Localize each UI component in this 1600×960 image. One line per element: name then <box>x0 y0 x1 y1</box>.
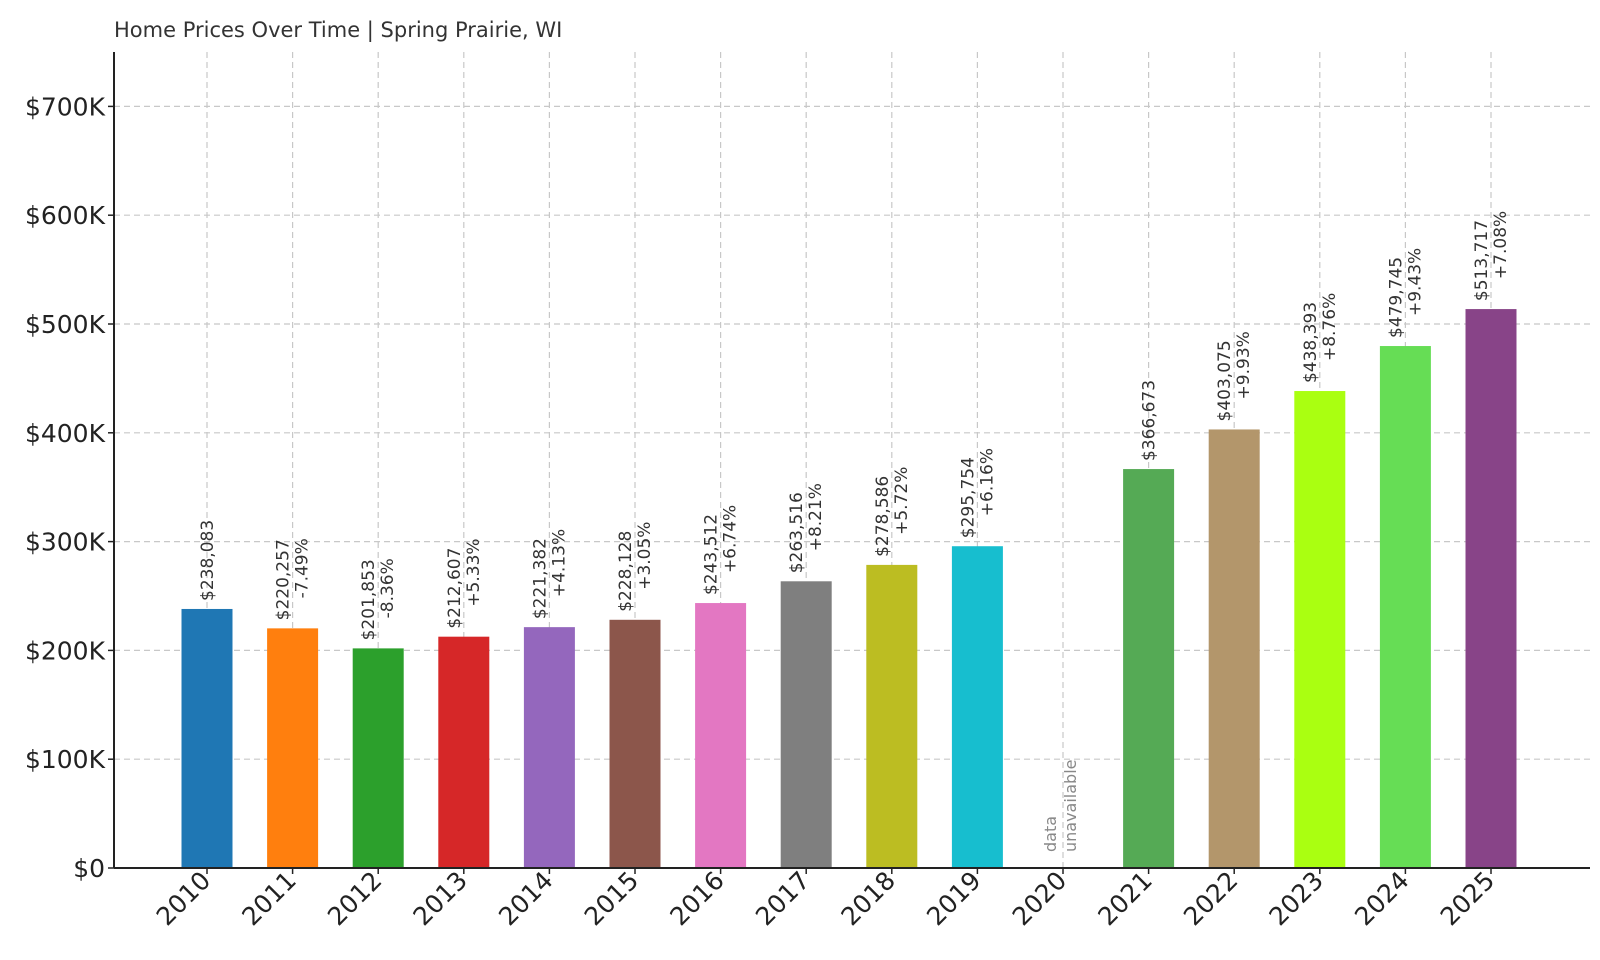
bar-2021 <box>1123 469 1175 868</box>
x-tick-label: 2010 <box>151 866 216 931</box>
change-label: +7.08% <box>1491 211 1511 279</box>
x-tick-label: 2015 <box>579 866 644 931</box>
y-tick-label: $700K <box>25 92 106 121</box>
change-label: -7.49% <box>293 538 313 598</box>
value-label: $212,607 <box>445 548 465 629</box>
change-label: +3.05% <box>635 522 655 590</box>
x-tick-label: 2022 <box>1178 866 1243 931</box>
value-label: $278,586 <box>873 476 893 557</box>
bar-2017 <box>780 581 832 868</box>
change-label: +8.21% <box>806 483 826 551</box>
bar-2023 <box>1294 391 1346 868</box>
change-label: +9.93% <box>1234 331 1254 399</box>
bar-2012 <box>352 648 404 868</box>
missing-data-label: data unavailable <box>1041 760 1080 853</box>
value-label: $513,717 <box>1472 220 1492 301</box>
bar-2010 <box>181 608 233 868</box>
x-tick-label: 2025 <box>1435 866 1500 931</box>
y-tick-label: $500K <box>25 310 106 339</box>
missing-data-text: data <box>1041 816 1060 852</box>
change-label: +6.16% <box>977 448 997 516</box>
bar-2014 <box>523 627 575 868</box>
bar-2018 <box>866 564 918 868</box>
value-label: $403,075 <box>1215 340 1235 421</box>
change-label: -8.36% <box>378 558 398 618</box>
x-tick-label: 2024 <box>1349 866 1414 931</box>
x-tick-label: 2019 <box>921 866 986 931</box>
x-tick-label: 2013 <box>408 866 473 931</box>
change-label: +5.72% <box>892 467 912 535</box>
bar-2013 <box>438 636 490 868</box>
bar-2022 <box>1208 429 1260 868</box>
value-label: $479,745 <box>1386 257 1406 338</box>
bars <box>181 309 1517 868</box>
x-tick-label: 2020 <box>1007 866 1072 931</box>
value-label: $243,512 <box>702 514 722 595</box>
y-tick-label: $200K <box>25 636 106 665</box>
x-tick-label: 2021 <box>1092 866 1157 931</box>
x-tick-label: 2012 <box>322 866 387 931</box>
grid-lines <box>114 52 1590 868</box>
value-label: $201,853 <box>359 559 379 640</box>
x-tick-label: 2014 <box>493 866 558 931</box>
change-label: +4.13% <box>549 529 569 597</box>
bar-2016 <box>695 603 747 868</box>
value-label: $263,516 <box>787 492 807 573</box>
change-label: +9.43% <box>1405 248 1425 316</box>
change-label: +5.33% <box>464 538 484 606</box>
bar-2011 <box>267 628 319 868</box>
value-label: $238,083 <box>198 520 218 601</box>
change-label: +6.74% <box>721 505 741 573</box>
y-tick-label: $400K <box>25 419 106 448</box>
value-label: $228,128 <box>616 531 636 612</box>
chart-title: Home Prices Over Time | Spring Prairie, … <box>114 18 563 42</box>
x-tick-label: 2017 <box>750 866 815 931</box>
value-label: $366,673 <box>1140 380 1160 461</box>
missing-data-text: unavailable <box>1061 760 1080 853</box>
value-label: $221,382 <box>530 538 550 619</box>
y-tick-label: $600K <box>25 201 106 230</box>
y-tick-label: $300K <box>25 528 106 557</box>
x-tick-label: 2018 <box>836 866 901 931</box>
value-label: $438,393 <box>1301 302 1321 383</box>
bar-2019 <box>951 546 1003 868</box>
x-tick-label: 2016 <box>664 866 729 931</box>
bar-2024 <box>1379 346 1431 868</box>
y-tick-label: $100K <box>25 745 106 774</box>
bar-2025 <box>1465 309 1517 868</box>
bar-2015 <box>609 619 661 868</box>
change-label: +8.76% <box>1320 293 1340 361</box>
x-tick-label: 2011 <box>236 866 301 931</box>
value-label: $220,257 <box>274 539 294 620</box>
y-tick-label: $0 <box>73 854 105 883</box>
value-label: $295,754 <box>958 457 978 538</box>
x-tick-label: 2023 <box>1264 866 1329 931</box>
